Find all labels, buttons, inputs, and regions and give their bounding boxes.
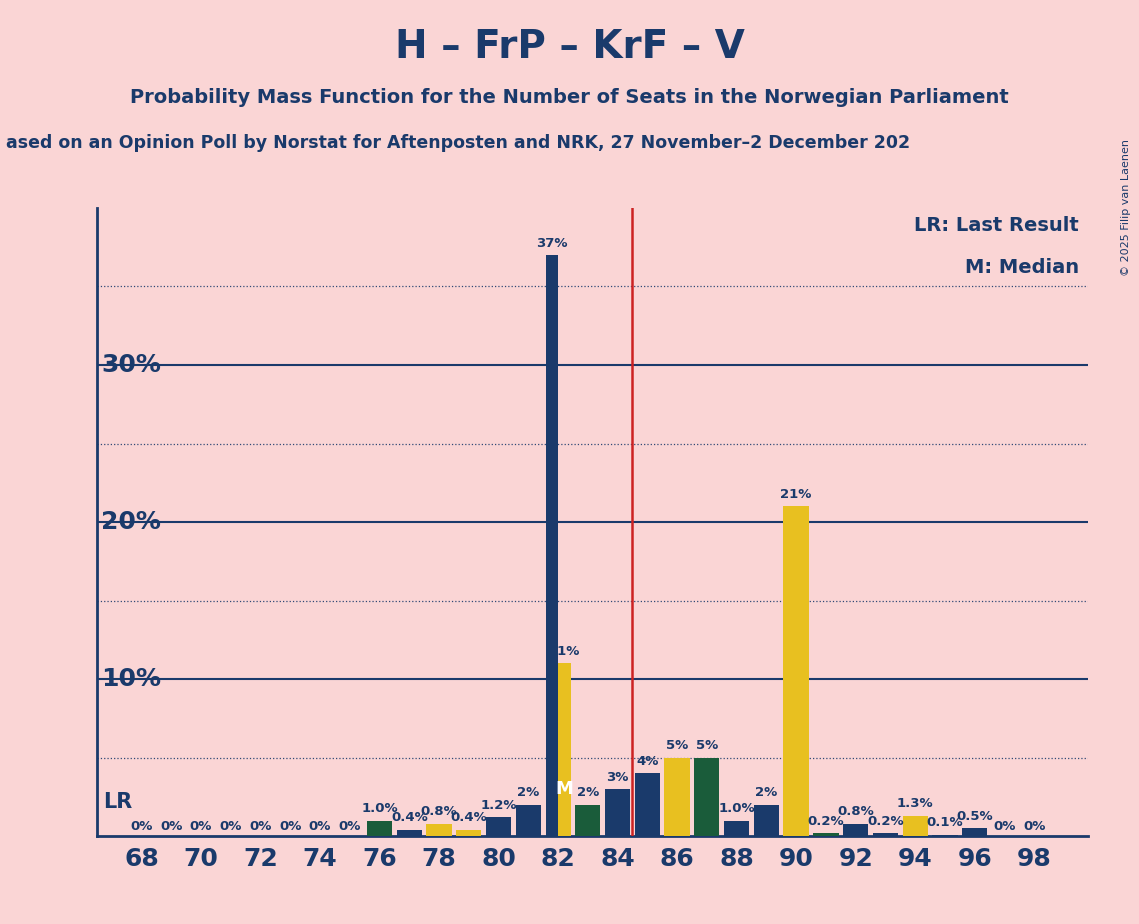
Text: M: M [556, 780, 573, 798]
Text: 1.0%: 1.0% [361, 802, 398, 815]
Bar [932, 834, 958, 836]
Text: M: Median: M: Median [965, 258, 1079, 277]
Bar [367, 821, 392, 836]
Text: 0.8%: 0.8% [420, 805, 458, 818]
Bar [754, 805, 779, 836]
Bar [634, 773, 659, 836]
Text: 2%: 2% [517, 786, 540, 799]
Text: 5%: 5% [696, 739, 718, 752]
Bar [902, 816, 928, 836]
Bar [575, 805, 600, 836]
Text: 0%: 0% [159, 821, 182, 833]
Bar [558, 663, 571, 836]
Text: 3%: 3% [606, 771, 629, 784]
Text: 30%: 30% [101, 353, 161, 377]
Text: 37%: 37% [536, 237, 567, 249]
Text: 4%: 4% [637, 755, 658, 768]
Text: 1.0%: 1.0% [719, 802, 755, 815]
Bar [605, 789, 630, 836]
Text: 1.2%: 1.2% [481, 799, 517, 812]
Bar [486, 818, 511, 836]
Text: LR: Last Result: LR: Last Result [915, 215, 1079, 235]
Bar [664, 758, 690, 836]
Text: © 2025 Filip van Laenen: © 2025 Filip van Laenen [1121, 139, 1131, 275]
Text: 0%: 0% [249, 821, 272, 833]
Text: 5%: 5% [666, 739, 688, 752]
Bar [426, 823, 452, 836]
Text: 0.4%: 0.4% [391, 811, 427, 824]
Text: 1.3%: 1.3% [896, 797, 934, 810]
Text: LR: LR [103, 792, 132, 811]
Text: 0.8%: 0.8% [837, 805, 874, 818]
Bar [516, 805, 541, 836]
Bar [784, 506, 809, 836]
Text: 2%: 2% [755, 786, 778, 799]
Bar [962, 829, 988, 836]
Text: 0.1%: 0.1% [927, 816, 964, 829]
Bar [872, 833, 898, 836]
Text: 0.5%: 0.5% [957, 809, 993, 823]
Text: 10%: 10% [101, 667, 162, 691]
Bar [843, 823, 868, 836]
Text: 0.2%: 0.2% [867, 815, 903, 828]
Text: ased on an Opinion Poll by Norstat for Aftenposten and NRK, 27 November–2 Decemb: ased on an Opinion Poll by Norstat for A… [6, 134, 910, 152]
Text: 0%: 0% [220, 821, 241, 833]
Text: 0%: 0% [993, 821, 1016, 833]
Text: H – FrP – KrF – V: H – FrP – KrF – V [394, 28, 745, 66]
Text: Probability Mass Function for the Number of Seats in the Norwegian Parliament: Probability Mass Function for the Number… [130, 88, 1009, 107]
Text: 0.4%: 0.4% [450, 811, 487, 824]
Text: 20%: 20% [101, 510, 161, 534]
Text: 0%: 0% [190, 821, 212, 833]
Bar [546, 255, 558, 836]
Text: 0%: 0% [1023, 821, 1046, 833]
Text: 21%: 21% [780, 488, 812, 501]
Bar [724, 821, 749, 836]
Text: 0.2%: 0.2% [808, 815, 844, 828]
Text: 0%: 0% [130, 821, 153, 833]
Bar [396, 830, 421, 836]
Bar [456, 830, 482, 836]
Bar [694, 758, 720, 836]
Bar [813, 833, 838, 836]
Text: 0%: 0% [309, 821, 331, 833]
Text: 11%: 11% [549, 645, 580, 658]
Text: 2%: 2% [576, 786, 599, 799]
Text: 0%: 0% [338, 821, 361, 833]
Text: 0%: 0% [279, 821, 302, 833]
